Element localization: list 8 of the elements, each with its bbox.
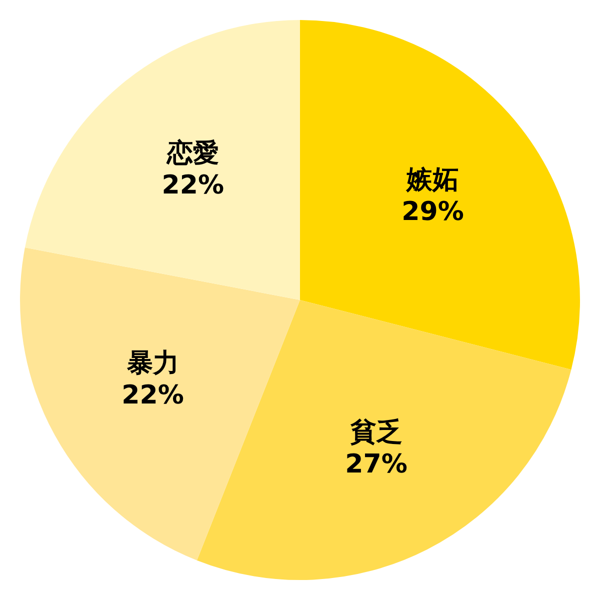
data-label: 29% [402, 196, 464, 227]
data-label: 22% [162, 170, 224, 200]
slice-label: 貧乏 [349, 417, 402, 448]
slice-label: 暴力 [126, 348, 179, 379]
slice-label: 嫉妬 [406, 164, 459, 195]
data-label: 27% [345, 449, 408, 480]
data-label: 22% [122, 380, 184, 411]
slice-label: 恋愛 [166, 138, 219, 168]
